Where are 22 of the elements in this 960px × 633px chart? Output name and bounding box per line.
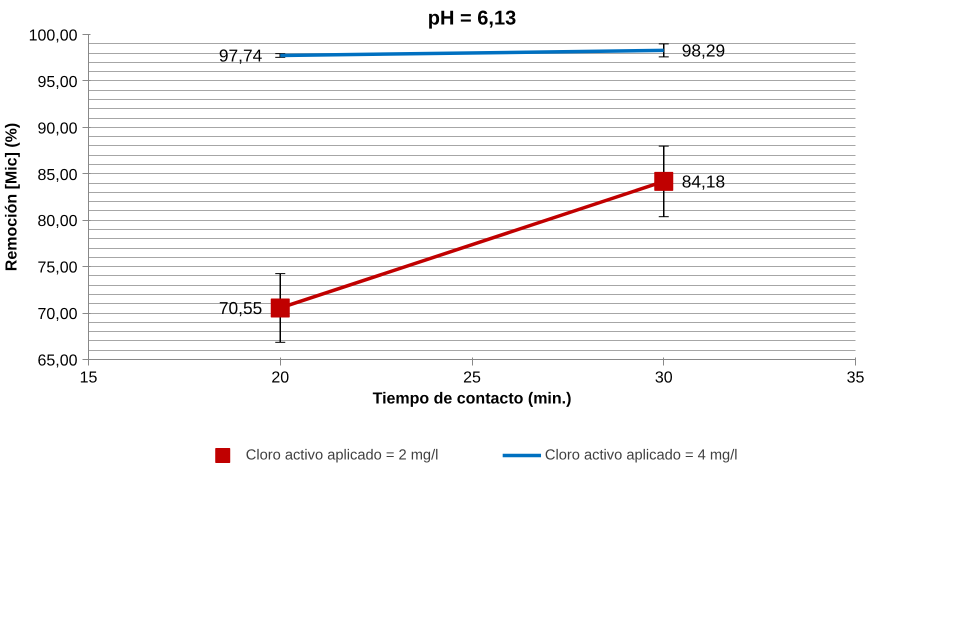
data-label: 70,55 — [218, 298, 262, 318]
data-label: 97,74 — [218, 45, 263, 66]
data-label: 84,18 — [682, 171, 726, 192]
x-tick-label: 35 — [846, 370, 864, 386]
y-tick-label: 90,00 — [37, 120, 78, 138]
y-tick-label: 80,00 — [37, 213, 78, 230]
y-tick-label: 95,00 — [37, 74, 78, 91]
y-tick-label: 75,00 — [37, 260, 78, 277]
y-tick-label: 65,00 — [37, 352, 78, 370]
x-tick-label: 20 — [271, 370, 290, 386]
chart-title: pH = 6,13 — [428, 8, 516, 30]
y-axis-title: Remoción [Mic] (%) — [4, 122, 21, 272]
legend-label: Cloro activo aplicado = 4 mg/l — [544, 448, 738, 464]
y-tick-label: 85,00 — [37, 166, 78, 184]
x-tick-label: 30 — [654, 370, 673, 386]
y-tick-label: 100,00 — [28, 28, 78, 44]
y-tick-label: 70,00 — [37, 306, 78, 324]
x-axis-title: Tiempo de contacto (min.) — [372, 390, 572, 408]
x-tick-label: 25 — [463, 370, 481, 386]
data-label: 98,29 — [682, 40, 726, 60]
x-tick-label: 15 — [80, 370, 98, 386]
legend-label: Cloro activo aplicado = 2 mg/l — [246, 448, 438, 464]
